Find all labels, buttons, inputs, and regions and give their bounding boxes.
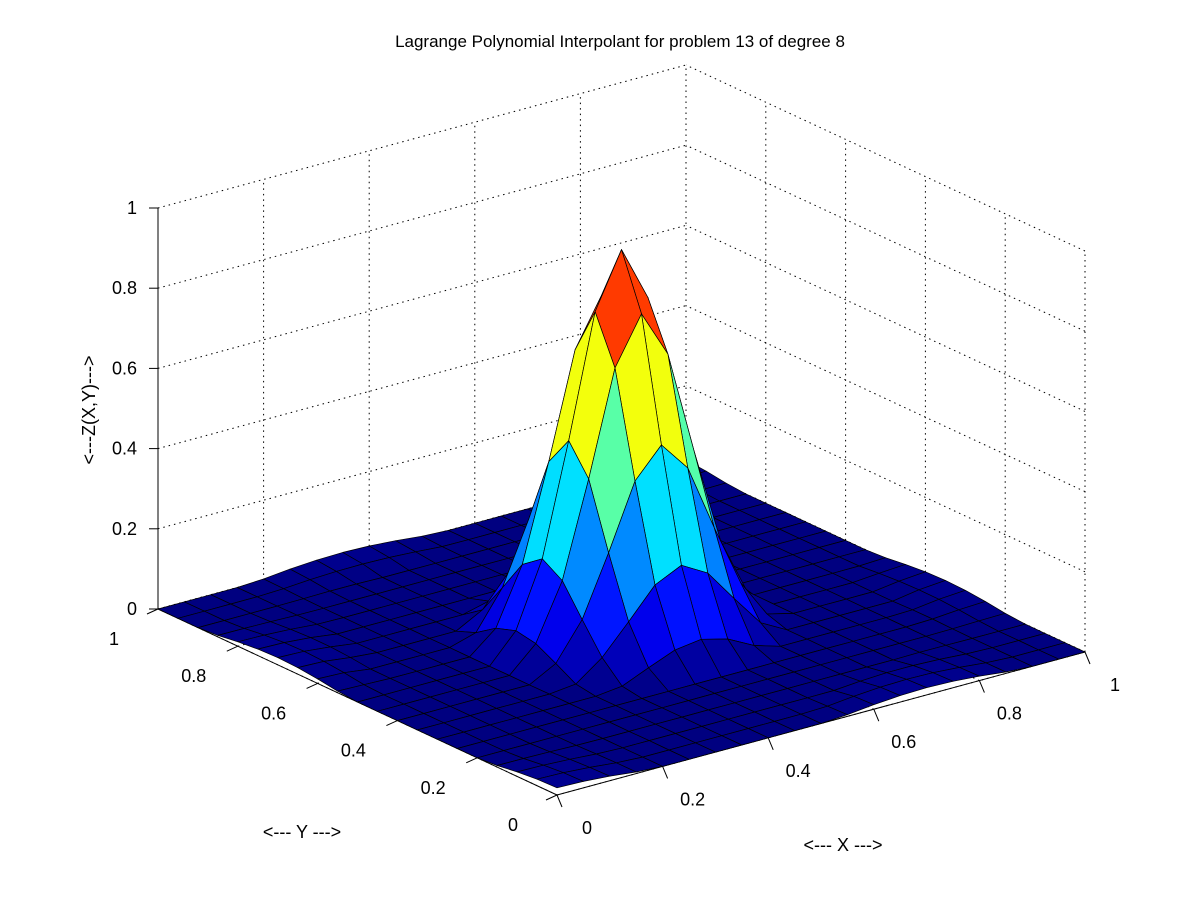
z-axis-label: <---Z(X,Y)--->: [79, 356, 99, 465]
y-tick-label: 0.4: [341, 741, 366, 761]
z-tick-label: 0.6: [112, 358, 137, 378]
grid-line: [685, 305, 1086, 493]
x-tick-mark: [767, 737, 774, 750]
grid-line: [685, 64, 1086, 252]
x-tick-mark: [978, 680, 985, 693]
z-tick-label: 0.2: [112, 519, 137, 539]
y-tick-mark: [146, 608, 159, 615]
grid-line: [685, 385, 1086, 573]
z-tick-label: 1: [127, 198, 137, 218]
y-tick-label: 0: [508, 815, 518, 835]
surface-facet: [536, 772, 584, 789]
x-tick-label: 0.4: [786, 761, 811, 781]
grid-line: [685, 144, 1086, 332]
grid-line: [685, 224, 1086, 412]
y-tick-mark: [465, 757, 478, 764]
x-tick-mark: [1084, 651, 1091, 665]
y-axis-label: <--- Y --->: [263, 822, 341, 842]
x-axis-label: <--- X --->: [804, 835, 883, 855]
z-tick-label: 0: [127, 599, 137, 619]
y-tick-mark: [306, 682, 318, 689]
z-tick-label: 0.4: [112, 439, 137, 459]
x-tick-mark: [556, 794, 563, 808]
y-tick-mark: [545, 794, 558, 801]
y-tick-label: 1: [109, 629, 119, 649]
x-tick-mark: [662, 766, 669, 779]
x-tick-label: 1: [1110, 675, 1120, 695]
z-tick-label: 0.8: [112, 278, 137, 298]
x-tick-mark: [873, 709, 880, 722]
y-tick-mark: [386, 720, 398, 727]
tick-labels: 00.20.40.60.8100.20.40.60.8100.20.40.60.…: [109, 198, 1120, 838]
y-tick-label: 0.6: [261, 703, 286, 723]
surface-mesh: [157, 249, 1086, 789]
x-tick-label: 0.6: [891, 732, 916, 752]
x-tick-label: 0.8: [997, 704, 1022, 724]
x-tick-label: 0: [582, 818, 592, 838]
chart-title: Lagrange Polynomial Interpolant for prob…: [395, 32, 845, 51]
y-tick-mark: [226, 645, 239, 652]
y-tick-label: 0.2: [421, 778, 446, 798]
y-tick-label: 0.8: [181, 666, 206, 686]
x-tick-label: 0.2: [680, 789, 705, 809]
